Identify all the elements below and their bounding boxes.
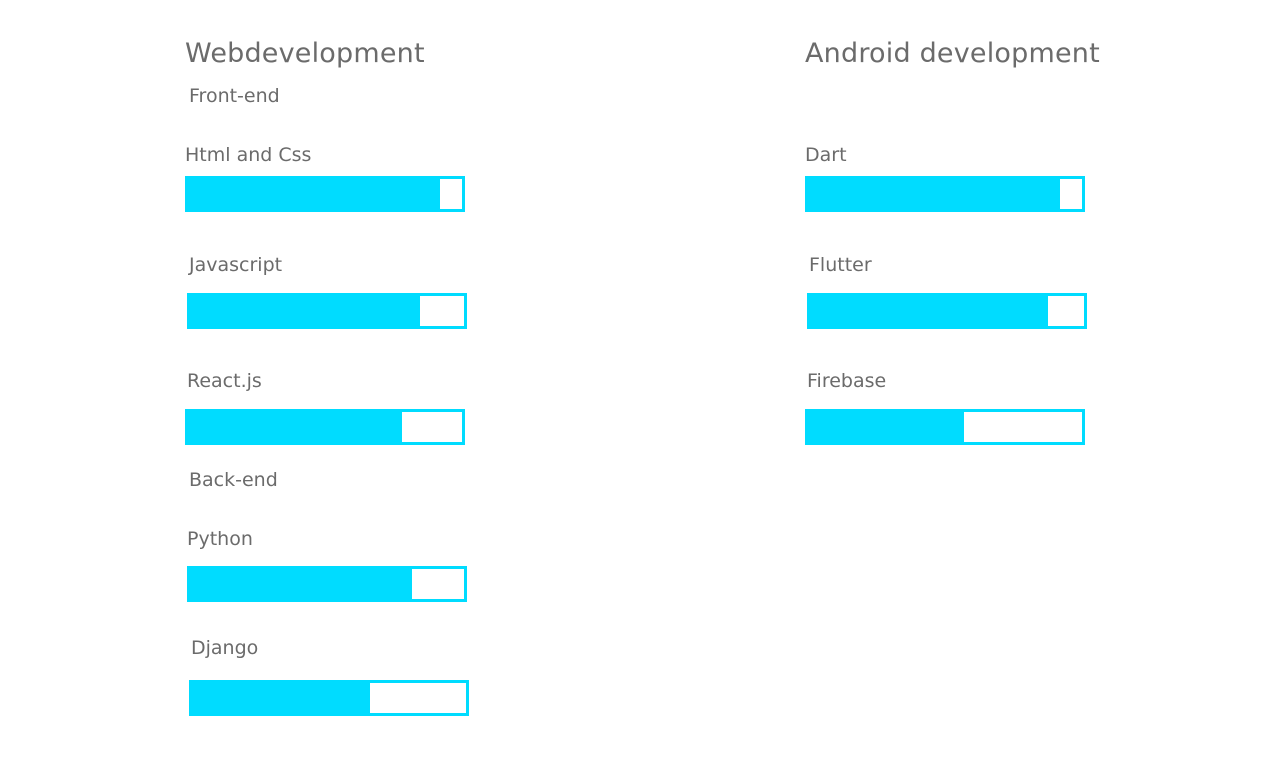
back-end-subheading: Back-end — [189, 469, 278, 491]
skill-label-django: Django — [191, 637, 259, 659]
skill-bar-fill — [808, 179, 1061, 209]
skill-bar-fill — [190, 296, 421, 326]
skill-bar-fill — [190, 569, 412, 599]
skill-bar-fill — [188, 179, 441, 209]
skill-label-python: Python — [187, 528, 253, 550]
skill-bar-firebase — [805, 409, 1085, 445]
webdevelopment-heading: Webdevelopment — [185, 38, 425, 69]
skill-bar-fill — [808, 412, 965, 442]
skill-bar-fill — [192, 683, 371, 713]
skill-bar-flutter — [807, 293, 1087, 329]
skill-label-dart: Dart — [805, 144, 847, 166]
skill-bar-fill — [188, 412, 402, 442]
skill-bar-html-css — [185, 176, 465, 212]
skill-bar-javascript — [187, 293, 467, 329]
skill-bar-django — [189, 680, 469, 716]
skill-label-firebase: Firebase — [807, 370, 887, 392]
skill-bar-fill — [810, 296, 1049, 326]
android-development-heading: Android development — [805, 38, 1100, 69]
skill-bar-python — [187, 566, 467, 602]
front-end-subheading: Front-end — [189, 85, 280, 107]
skill-label-html-css: Html and Css — [185, 144, 312, 166]
skill-label-reactjs: React.js — [187, 370, 262, 392]
skill-bar-dart — [805, 176, 1085, 212]
skill-bar-reactjs — [185, 409, 465, 445]
skill-label-javascript: Javascript — [189, 254, 283, 276]
skill-label-flutter: Flutter — [809, 254, 872, 276]
